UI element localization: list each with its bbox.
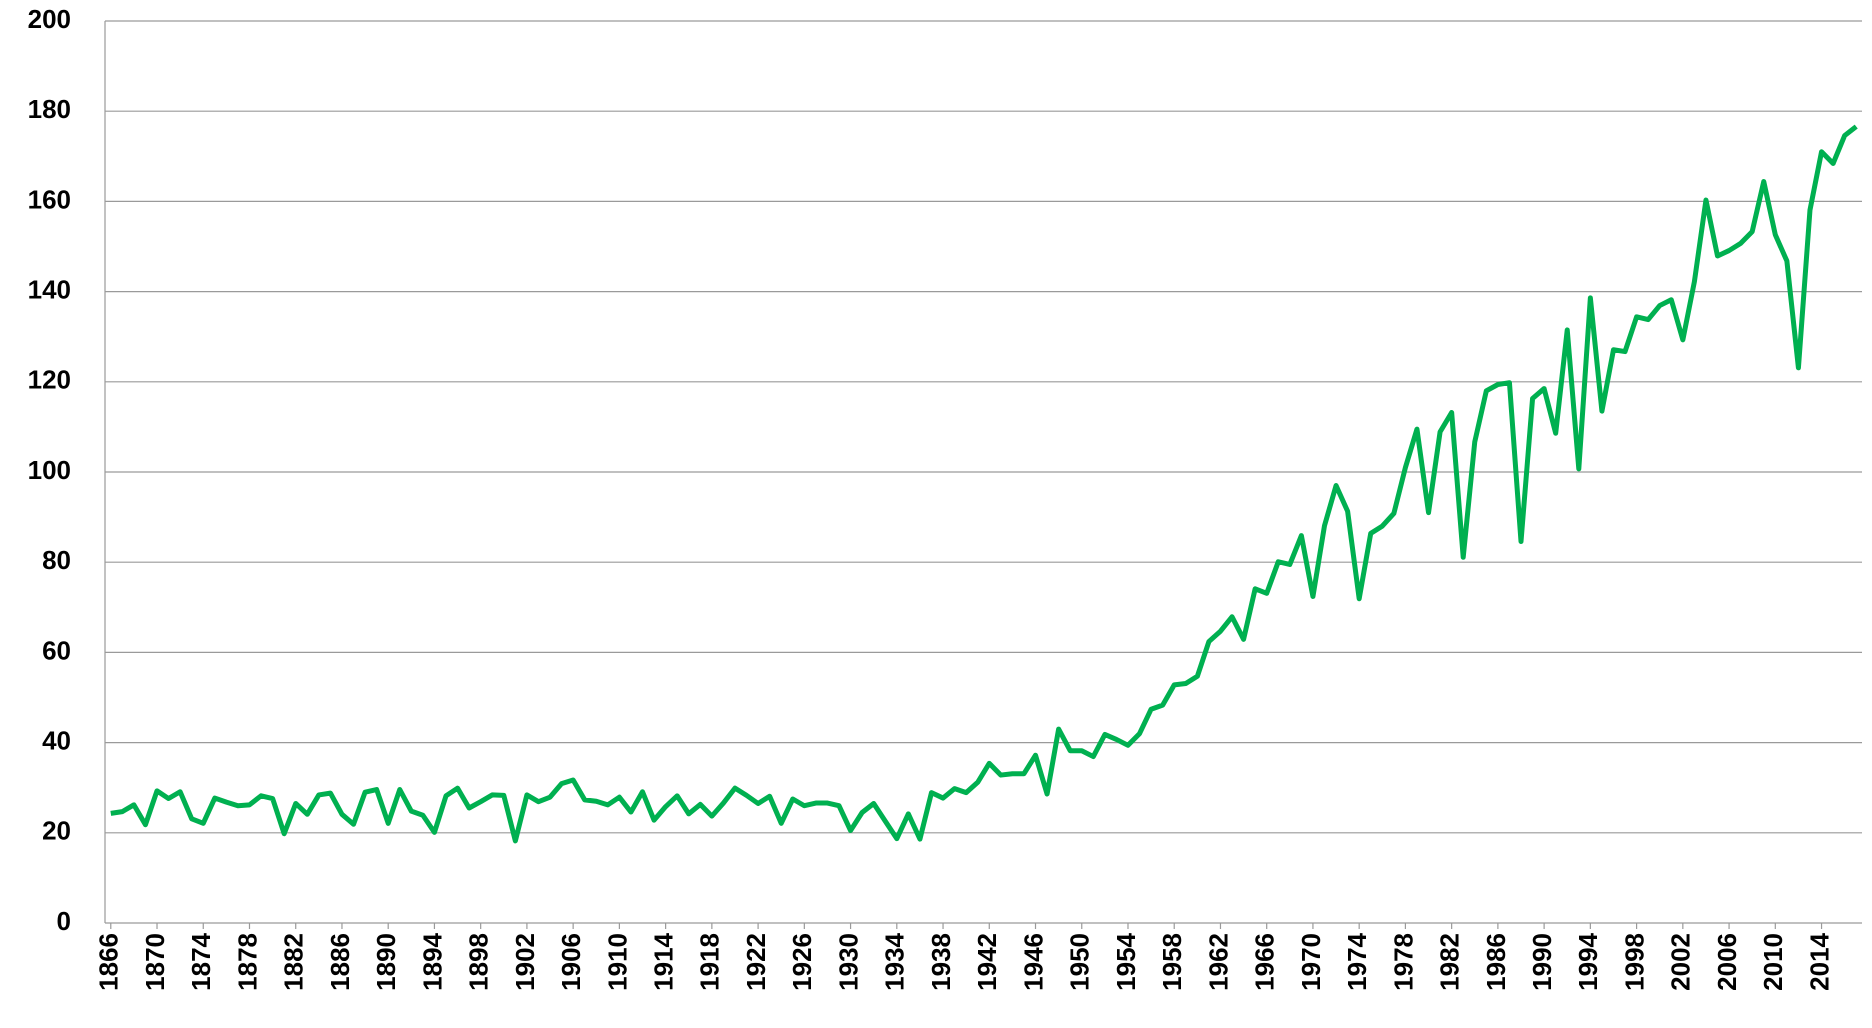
x-tick-label: 1890 (371, 933, 401, 991)
x-tick-label: 1974 (1342, 932, 1372, 990)
x-tick-label: 1998 (1619, 933, 1649, 991)
x-tick-label: 1994 (1573, 932, 1603, 990)
y-tick-label: 140 (28, 274, 71, 304)
x-tick-label: 1966 (1250, 933, 1280, 991)
x-tick-label: 1874 (186, 932, 216, 990)
x-tick-label: 2010 (1758, 933, 1788, 991)
y-tick-label: 160 (28, 184, 71, 214)
x-tick-label: 1902 (510, 933, 540, 991)
x-tick-label: 1894 (417, 932, 447, 990)
x-tick-label: 1866 (94, 933, 124, 991)
y-tick-label: 200 (28, 4, 71, 34)
y-tick-label: 60 (42, 635, 71, 665)
x-tick-label: 1930 (833, 933, 863, 991)
x-tick-label: 1922 (741, 933, 771, 991)
x-tick-label: 1982 (1435, 933, 1465, 991)
x-tick-label: 1990 (1527, 933, 1557, 991)
x-tick-label: 1926 (787, 933, 817, 991)
x-tick-label: 1978 (1388, 933, 1418, 991)
x-tick-label: 1878 (232, 933, 262, 991)
x-tick-label: 1986 (1481, 933, 1511, 991)
x-tick-label: 1882 (279, 933, 309, 991)
x-tick-label: 1942 (972, 933, 1002, 991)
x-tick-label: 1962 (1203, 933, 1233, 991)
y-tick-label: 0 (57, 906, 71, 936)
y-tick-label: 120 (28, 365, 71, 395)
x-tick-label: 2002 (1666, 933, 1696, 991)
y-tick-label: 80 (42, 545, 71, 575)
y-tick-label: 20 (42, 816, 71, 846)
x-tick-label: 1958 (1157, 933, 1187, 991)
data-line (110, 124, 1858, 844)
x-tick-label: 1906 (556, 933, 586, 991)
x-tick-label: 1914 (648, 932, 678, 990)
x-tick-label: 1938 (926, 933, 956, 991)
x-tick-label: 1950 (1065, 933, 1095, 991)
y-tick-label: 180 (28, 94, 71, 124)
x-tick-label: 1886 (325, 933, 355, 991)
x-tick-label: 1970 (1296, 933, 1326, 991)
x-tick-label: 2014 (1804, 932, 1834, 990)
x-tick-label: 1898 (464, 933, 494, 991)
x-tick-label: 1934 (880, 932, 910, 990)
x-tick-label: 1946 (1018, 933, 1048, 991)
y-tick-label: 40 (42, 725, 71, 755)
x-tick-label: 1954 (1111, 932, 1141, 990)
x-tick-label: 1918 (695, 933, 725, 991)
y-tick-label: 100 (28, 455, 71, 485)
x-tick-label: 1910 (602, 933, 632, 991)
x-tick-label: 2006 (1712, 933, 1742, 991)
x-tick-label: 1870 (140, 933, 170, 991)
